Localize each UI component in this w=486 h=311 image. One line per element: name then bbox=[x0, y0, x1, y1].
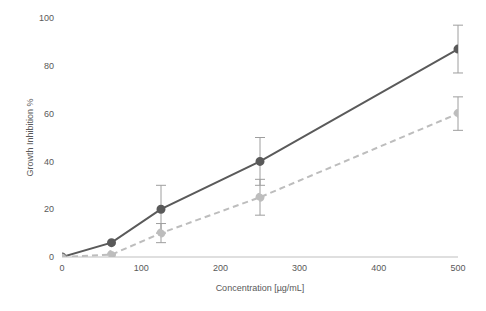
svg-text:300: 300 bbox=[292, 263, 307, 273]
svg-text:40: 40 bbox=[44, 157, 54, 167]
svg-text:60: 60 bbox=[44, 109, 54, 119]
svg-text:Growth Inhibition %: Growth Inhibition % bbox=[25, 98, 35, 176]
svg-text:Concentration [µg/mL]: Concentration [µg/mL] bbox=[216, 283, 305, 293]
svg-text:400: 400 bbox=[371, 263, 386, 273]
svg-text:0: 0 bbox=[59, 263, 64, 273]
svg-text:80: 80 bbox=[44, 61, 54, 71]
svg-text:0: 0 bbox=[49, 252, 54, 262]
svg-text:100: 100 bbox=[134, 263, 149, 273]
svg-text:20: 20 bbox=[44, 204, 54, 214]
svg-text:100: 100 bbox=[39, 13, 54, 23]
svg-text:200: 200 bbox=[213, 263, 228, 273]
svg-text:500: 500 bbox=[450, 263, 465, 273]
